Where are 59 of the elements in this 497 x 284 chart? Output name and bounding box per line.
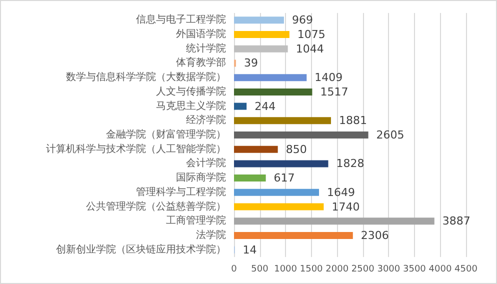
- data-label: 244: [254, 100, 276, 113]
- x-tick-label: 4500: [454, 264, 478, 274]
- bar: [234, 232, 353, 239]
- x-tick-label: 1500: [300, 264, 324, 274]
- y-tick-label: 计算机科学与技术学院（人工智能学院）: [46, 142, 226, 155]
- data-label: 969: [292, 14, 313, 27]
- y-tick-label: 体育教学部: [176, 56, 226, 69]
- x-tick-label: 1000: [274, 264, 298, 274]
- y-tick-label: 公共管理学院（公益慈善学院）: [86, 200, 226, 212]
- y-tick-label: 经济学院: [186, 114, 226, 126]
- data-label: 14: [242, 243, 257, 256]
- y-tick-label: 统计学院: [186, 42, 226, 54]
- data-label: 3887: [442, 214, 470, 228]
- bar: [234, 132, 368, 138]
- y-tick-label: 国际商学院: [176, 172, 226, 184]
- x-tick-label: 500: [251, 264, 269, 274]
- bar: [234, 31, 290, 38]
- data-label: 1409: [314, 71, 343, 84]
- data-label: 1828: [336, 157, 364, 170]
- bar: [234, 74, 307, 82]
- bar: [234, 45, 288, 52]
- x-tick-label: 3000: [377, 264, 400, 274]
- bar: [234, 203, 324, 210]
- data-label: 2306: [360, 228, 389, 242]
- bar: [234, 160, 328, 168]
- bar: [234, 188, 320, 196]
- data-label: 1881: [338, 114, 367, 128]
- x-tick-label: 0: [231, 264, 238, 274]
- data-label: 850: [286, 142, 307, 156]
- bar: [234, 174, 266, 182]
- data-label: 1517: [320, 85, 348, 98]
- data-label: 1044: [296, 42, 324, 56]
- y-tick-label: 工商管理学院: [166, 214, 226, 227]
- data-label: 39: [244, 56, 258, 70]
- bar: [234, 16, 284, 24]
- y-tick-label: 法学院: [196, 228, 226, 241]
- y-tick-label: 人文与传播学院: [156, 85, 226, 98]
- data-label: 1649: [327, 186, 356, 199]
- y-tick-label: 金融学院（财富管理学院）: [106, 128, 226, 140]
- x-tick-label: 3500: [402, 264, 426, 274]
- data-label: 1075: [297, 28, 326, 42]
- y-tick-label: 外国语学院: [176, 28, 226, 40]
- x-tick-label: 4000: [428, 264, 452, 274]
- y-tick-label: 马克思主义学院: [156, 100, 226, 112]
- bar: [234, 102, 247, 110]
- bar: [234, 117, 331, 124]
- bar: [234, 146, 278, 153]
- y-tick-label: 创新创业学院（区块链应用技术学院）: [56, 243, 226, 256]
- y-tick-label: 管理科学与工程学院: [136, 186, 226, 198]
- data-label: 2605: [376, 128, 404, 142]
- bar: [234, 218, 434, 225]
- bar: [234, 88, 312, 96]
- y-tick-label: 数学与信息科学学院（大数据学院）: [66, 71, 226, 84]
- data-label: 1740: [332, 200, 360, 214]
- x-tick-label: 2000: [326, 264, 349, 274]
- y-tick-label: 信息与电子工程学院: [136, 14, 226, 26]
- y-tick-label: 会计学院: [186, 157, 226, 170]
- x-tick-label: 2500: [351, 264, 375, 274]
- data-label: 617: [274, 172, 295, 185]
